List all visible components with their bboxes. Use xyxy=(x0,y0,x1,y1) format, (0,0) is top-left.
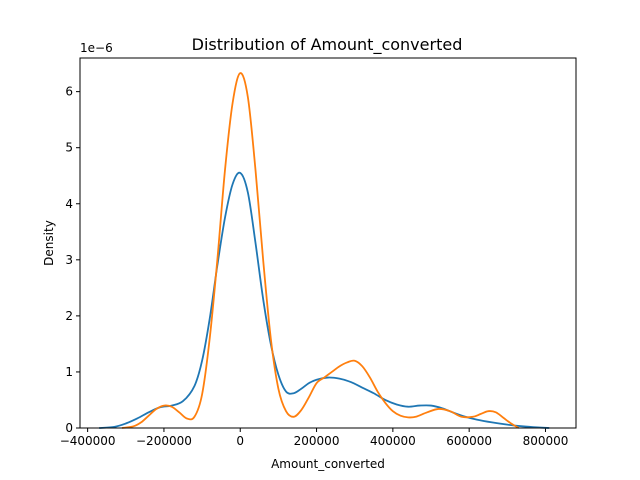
x-tick-label: −400000 xyxy=(60,434,116,448)
y-axis-label: Density xyxy=(42,220,56,266)
y-tick-label: 6 xyxy=(65,85,73,99)
x-tick-label: 400000 xyxy=(370,434,416,448)
y-tick-label: 4 xyxy=(65,197,73,211)
x-tick-label: 0 xyxy=(236,434,244,448)
density-line-2 xyxy=(121,72,520,429)
x-tick-label: 800000 xyxy=(523,434,569,448)
x-tick-label: −200000 xyxy=(136,434,192,448)
y-axis: 0 1 2 3 4 5 6 xyxy=(65,85,80,435)
y-tick-label: 3 xyxy=(65,253,73,267)
y-tick-label: 1 xyxy=(65,365,73,379)
chart-title: Distribution of Amount_converted xyxy=(192,35,463,55)
y-tick-label: 5 xyxy=(65,141,73,155)
x-axis: −400000 −200000 0 200000 400000 600000 800000 xyxy=(60,428,569,448)
y-tick-label: 2 xyxy=(65,309,73,323)
density-line-1 xyxy=(99,171,550,429)
x-axis-label: Amount_converted xyxy=(271,457,385,471)
y-scale-label: 1e−6 xyxy=(80,41,113,55)
series-group xyxy=(99,72,550,429)
plot-area: −400000 −200000 0 200000 400000 600000 800000 … xyxy=(60,57,577,448)
x-tick-label: 200000 xyxy=(294,434,340,448)
plot-frame xyxy=(79,57,577,429)
x-tick-label: 600000 xyxy=(446,434,492,448)
y-tick-label: 0 xyxy=(65,421,73,435)
